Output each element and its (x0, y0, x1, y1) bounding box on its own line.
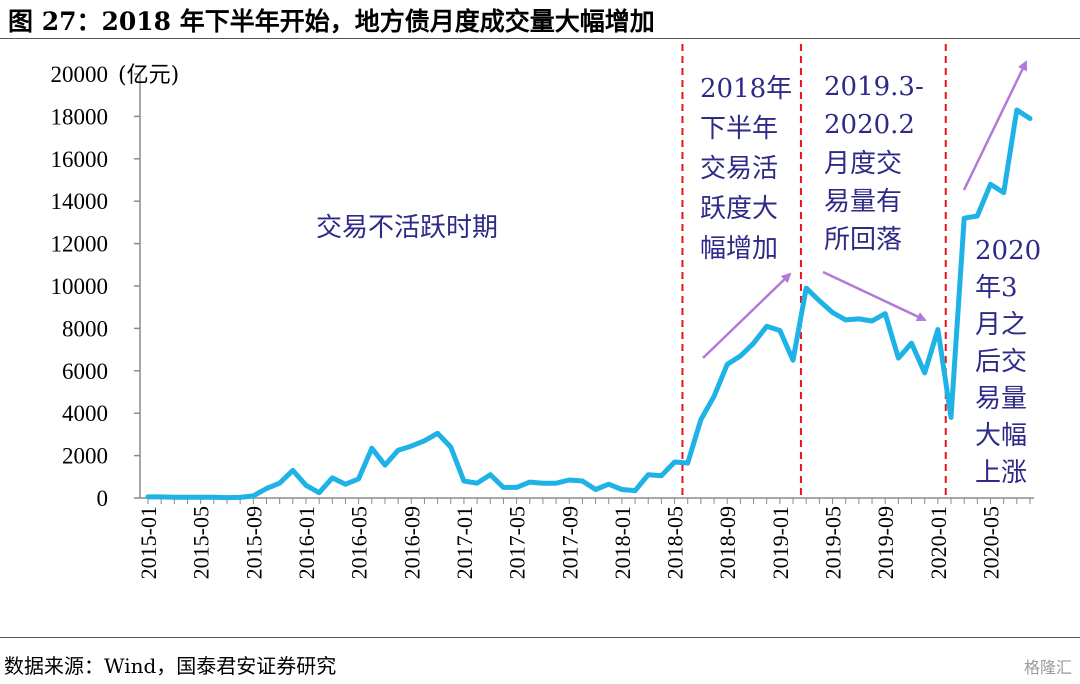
annotation-line: 大幅 (975, 421, 1027, 451)
annotation-2019-2020: 2019.3- 2020.2 月度交 易量有 所回落 (824, 72, 932, 255)
x-tick-label: 2020-01 (926, 506, 951, 579)
watermark: 格隆汇 (1023, 658, 1072, 677)
annotation-line: 下半年 (700, 114, 778, 144)
x-tick-label: 2019-05 (821, 506, 846, 579)
arrow-2018-rise (702, 272, 792, 359)
y-tick-label: 4000 (62, 401, 108, 426)
annotation-line: 幅增加 (700, 234, 778, 264)
annotation-line: 上涨 (975, 458, 1027, 488)
y-tick-label: 16000 (51, 147, 109, 172)
x-tick-label: 2017-01 (452, 506, 477, 579)
figure-title: 图 27：2018 年下半年开始，地方债月度成交量大幅增加 (8, 7, 655, 36)
annotation-line: 年3 (975, 273, 1018, 303)
arrow-2020-rise (962, 60, 1028, 191)
annotation-inactive-period: 交易不活跃时期 (316, 213, 498, 243)
x-tick-label: 2015-09 (241, 506, 266, 579)
annotation-line: 2020.2 (824, 110, 915, 140)
arrow-2019-decline (822, 270, 927, 322)
bottom-rule (0, 637, 1080, 638)
line-chart: 0 2000 4000 6000 8000 10000 12000 14000 16000 180… (51, 44, 1049, 579)
x-tick-label: 2017-05 (505, 506, 530, 579)
y-unit-label: (亿元) (118, 63, 179, 88)
source-note: 数据来源：Wind，国泰君安证券研究 (4, 654, 337, 678)
annotation-line: 月度交 (824, 149, 902, 179)
y-axis: 0 2000 4000 6000 8000 10000 12000 14000 16000 180… (51, 62, 141, 511)
annotation-line: 2019.3- (824, 72, 924, 102)
annotation-line: 易量有 (824, 187, 902, 217)
y-tick-label: 12000 (51, 232, 109, 257)
annotation-2018-h2: 2018年 下半年 交易活 跃度大 幅增加 (700, 74, 800, 264)
y-tick-label: 18000 (51, 104, 109, 129)
y-tick-label: 14000 (51, 189, 109, 214)
vertical-dividers (681, 44, 947, 498)
x-tick-label: 2015-01 (136, 506, 161, 579)
annotation-line: 易量 (975, 384, 1027, 414)
x-tick-label: 2016-05 (347, 506, 372, 579)
annotation-line: 后交 (975, 347, 1027, 377)
y-tick-label: 20000 (51, 62, 109, 87)
x-tick-label: 2016-01 (294, 506, 319, 579)
y-tick-label: 0 (97, 486, 109, 511)
annotation-line: 交易活 (700, 154, 778, 184)
x-tick-label: 2017-09 (557, 506, 582, 579)
x-tick-label: 2019-09 (873, 506, 898, 579)
x-tick-label: 2018-05 (663, 506, 688, 579)
x-axis: 2015-01 2015-05 2015-09 2016-01 2016-05 2016-… (136, 497, 1034, 579)
y-tick-label: 2000 (62, 444, 108, 469)
y-tick-label: 10000 (51, 274, 109, 299)
trend-arrows (702, 60, 1028, 359)
annotation-line: 跃度大 (700, 194, 778, 224)
annotation-2020-march: 2020 年3 月之 后交 易量 大幅 上涨 (975, 236, 1049, 488)
x-tick-label: 2020-05 (979, 506, 1004, 579)
x-tick-label: 2016-09 (399, 506, 424, 579)
top-rule (0, 38, 1080, 39)
x-tick-label: 2018-01 (610, 506, 635, 579)
annotation-line: 2020 (975, 236, 1041, 266)
x-tick-label: 2015-05 (189, 506, 214, 579)
y-tick-label: 8000 (62, 316, 108, 341)
x-tick-label: 2018-09 (715, 506, 740, 579)
series-line (145, 107, 1033, 501)
annotation-line: 2018年 (700, 74, 792, 104)
annotation-line: 月之 (975, 310, 1027, 340)
x-tick-label: 2019-01 (768, 506, 793, 579)
annotation-line: 所回落 (824, 225, 902, 255)
y-tick-label: 6000 (62, 359, 108, 384)
